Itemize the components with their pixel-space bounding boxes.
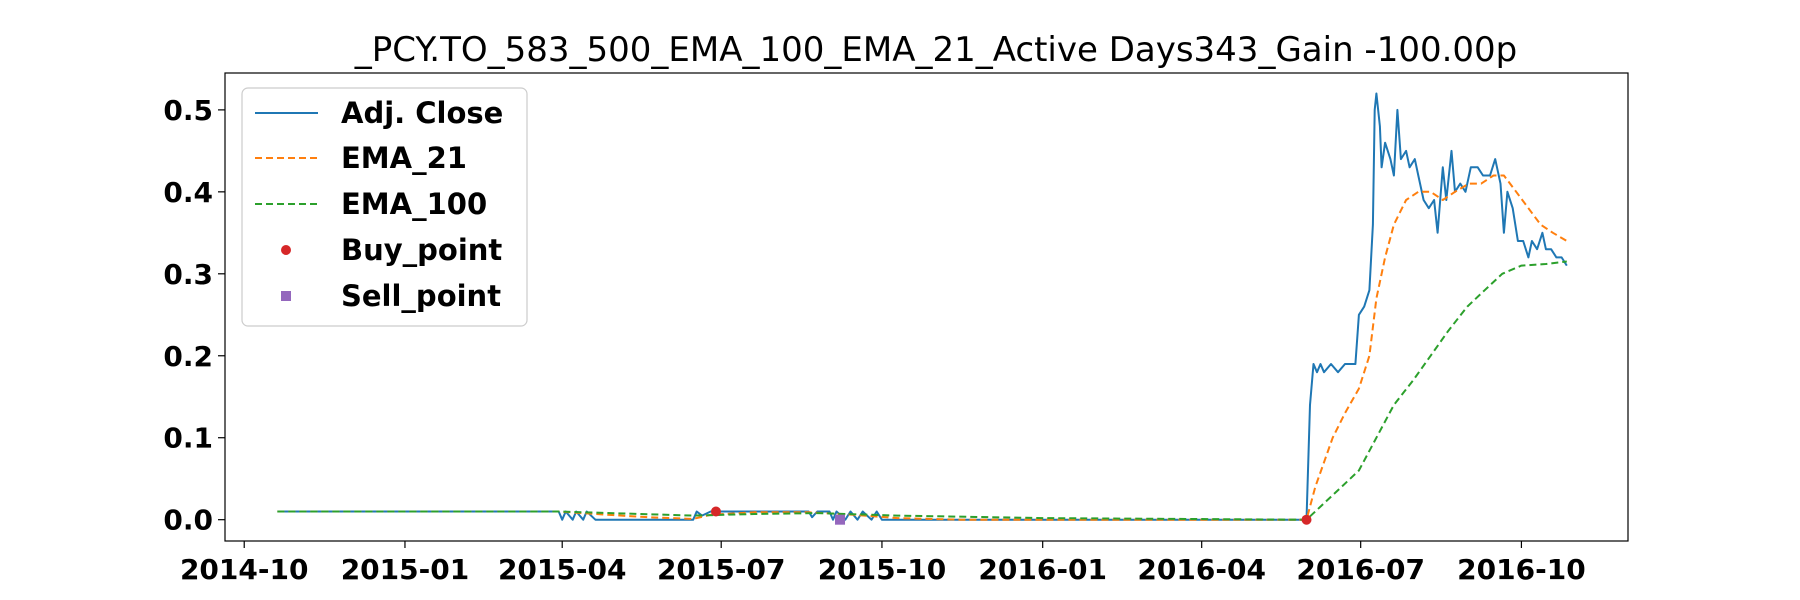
- legend-label-adj-close: Adj. Close: [341, 96, 503, 130]
- x-tick-label: 2015-04: [498, 553, 627, 586]
- series-layer: [277, 92, 1568, 521]
- y-axis: 0.0 0.1 0.2 0.3 0.4 0.5: [163, 94, 225, 537]
- x-tick-label: 2016-01: [978, 553, 1107, 586]
- legend-label-ema-21: EMA_21: [341, 141, 467, 175]
- x-tick-label: 2016-04: [1137, 553, 1266, 586]
- marker-sell-point: [835, 514, 846, 525]
- legend-box: [241, 87, 528, 327]
- plot-frame: [224, 72, 1629, 542]
- x-tick-label: 2016-07: [1296, 553, 1425, 586]
- legend: Adj. Close EMA_21 EMA_100 Buy_point Sell…: [241, 87, 528, 327]
- x-tick-label: 2014-10: [180, 553, 309, 586]
- y-tick-label: 0.3: [163, 258, 213, 291]
- y-tick-label: 0.5: [163, 94, 213, 127]
- series-line-ema-21: [277, 174, 1568, 521]
- chart-title: _PCY.TO_583_500_EMA_100_EMA_21_Active Da…: [354, 30, 1518, 70]
- marker-buy-point: [1301, 514, 1312, 525]
- legend-label-ema-100: EMA_100: [341, 187, 487, 221]
- x-tick-label: 2015-07: [657, 553, 786, 586]
- legend-marker-buy-point: [281, 245, 291, 255]
- x-tick-label: 2016-10: [1457, 553, 1586, 586]
- x-tick-label: 2015-01: [341, 553, 470, 586]
- marker-buy-point: [710, 506, 721, 517]
- series-line-adj-close: [277, 92, 1568, 521]
- legend-marker-sell-point: [281, 291, 291, 301]
- legend-label-buy-point: Buy_point: [341, 233, 502, 267]
- y-tick-label: 0.0: [163, 504, 213, 537]
- series-line-ema-100: [277, 260, 1567, 521]
- y-tick-label: 0.1: [163, 422, 213, 455]
- x-axis: 2014-10 2015-01 2015-04 2015-07 2015-10 2016-…: [180, 541, 1586, 586]
- marker-layer: [710, 506, 1312, 525]
- x-tick-label: 2015-10: [818, 553, 947, 586]
- y-tick-label: 0.4: [163, 176, 213, 209]
- y-tick-label: 0.2: [163, 340, 213, 373]
- legend-label-sell-point: Sell_point: [341, 279, 501, 313]
